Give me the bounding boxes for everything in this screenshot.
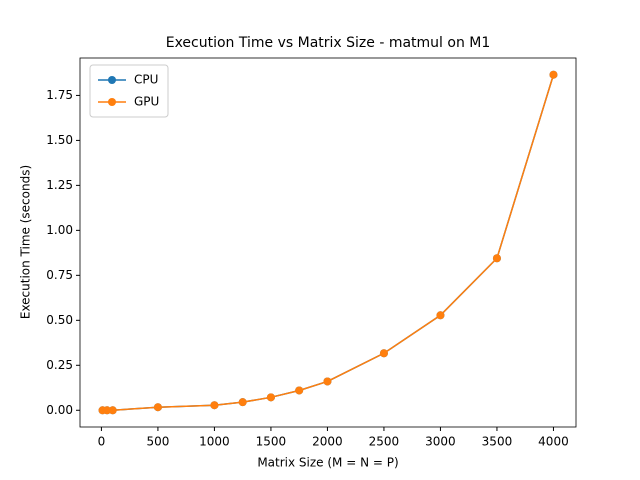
x-tick-label: 1000 xyxy=(199,435,230,449)
data-point xyxy=(323,377,332,386)
y-tick-label: 0.00 xyxy=(46,403,73,417)
data-point xyxy=(436,311,445,320)
x-tick-label: 1500 xyxy=(256,435,287,449)
data-point xyxy=(379,349,388,358)
y-tick-label: 1.25 xyxy=(46,178,73,192)
x-tick-label: 0 xyxy=(98,435,106,449)
data-point xyxy=(295,386,304,395)
y-axis-label: Execution Time (seconds) xyxy=(19,165,33,319)
x-axis-label: Matrix Size (M = N = P) xyxy=(257,456,398,470)
x-tick-label: 3000 xyxy=(425,435,456,449)
data-point xyxy=(549,70,558,79)
y-tick-label: 1.50 xyxy=(46,133,73,147)
data-point xyxy=(108,406,117,415)
y-tick-label: 1.00 xyxy=(46,223,73,237)
plot-frame xyxy=(79,57,577,428)
legend-marker xyxy=(108,98,116,106)
x-tick-label: 4000 xyxy=(538,435,569,449)
x-tick-label: 3500 xyxy=(482,435,513,449)
data-point xyxy=(153,403,162,412)
y-tick-label: 1.75 xyxy=(46,88,73,102)
x-tick-label: 2500 xyxy=(369,435,400,449)
legend-marker xyxy=(108,76,116,84)
x-tick-label: 500 xyxy=(146,435,169,449)
data-point xyxy=(238,398,247,407)
data-point xyxy=(266,393,275,402)
chart-title: Execution Time vs Matrix Size - matmul o… xyxy=(166,35,491,51)
data-point xyxy=(103,406,112,415)
legend-label: CPU xyxy=(134,73,158,87)
y-tick-label: 0.50 xyxy=(46,313,73,327)
data-point xyxy=(210,401,219,410)
data-point xyxy=(492,254,501,263)
legend-label: GPU xyxy=(134,95,159,109)
x-tick-label: 2000 xyxy=(312,435,343,449)
y-tick-label: 0.25 xyxy=(46,358,73,372)
y-tick-label: 0.75 xyxy=(46,268,73,282)
